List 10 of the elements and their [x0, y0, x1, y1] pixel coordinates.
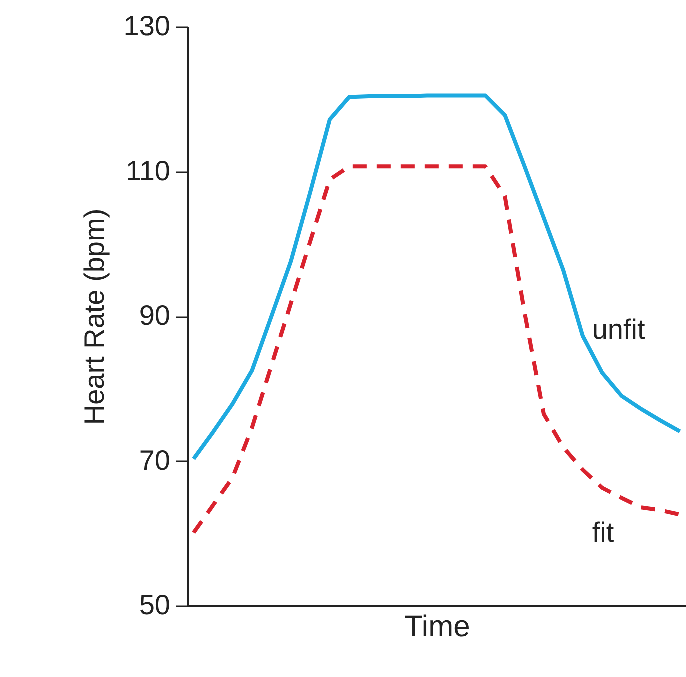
- x-axis-title: Time: [404, 610, 470, 644]
- y-tick-label: 50: [139, 590, 170, 620]
- y-tick-label: 110: [126, 155, 170, 186]
- series-label: fit: [592, 517, 614, 548]
- line-series: [192, 94, 682, 462]
- y-tick-label: 70: [139, 444, 170, 476]
- y-tick-label: 90: [139, 300, 170, 331]
- y-axis-title: Heart Rate (bpm): [78, 208, 110, 426]
- y-tick-label: 130: [124, 10, 170, 42]
- series-label: unfit: [592, 314, 646, 345]
